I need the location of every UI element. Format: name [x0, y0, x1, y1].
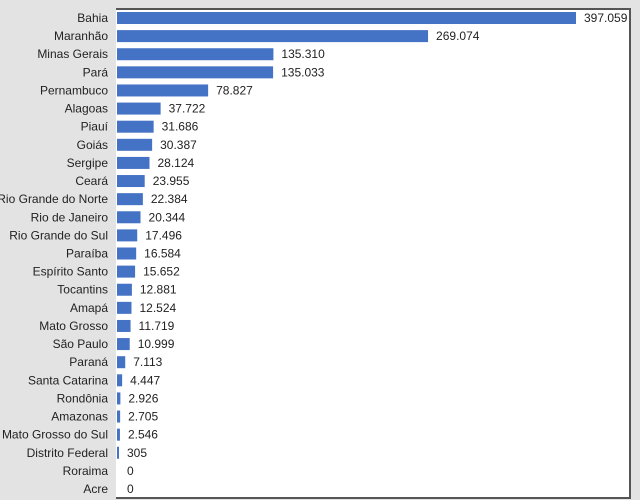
- data-label: 11.719: [139, 319, 175, 333]
- data-label: 78.827: [216, 83, 253, 97]
- category-label: Rio Grande do Norte: [0, 192, 108, 206]
- data-label: 31.686: [162, 120, 199, 134]
- category-label: Rio Grande do Sul: [9, 228, 108, 242]
- category-label: Goiás: [77, 138, 108, 152]
- data-label: 135.310: [281, 47, 325, 61]
- bar: [117, 392, 121, 405]
- category-label: Pará: [83, 65, 109, 79]
- data-label: 22.384: [151, 192, 188, 206]
- data-label: 2.926: [128, 391, 158, 405]
- data-label: 135.033: [281, 65, 325, 79]
- category-label: Amapá: [70, 301, 108, 315]
- category-label: Pernambuco: [40, 83, 108, 97]
- category-label: Distrito Federal: [27, 446, 108, 460]
- bar: [117, 211, 141, 224]
- data-label: 15.652: [143, 265, 180, 279]
- bar: [117, 120, 154, 133]
- data-label: 397.059: [584, 11, 628, 25]
- category-label: Bahia: [77, 11, 108, 25]
- bar: [117, 48, 274, 61]
- bar: [117, 193, 143, 206]
- category-label: Tocantins: [57, 283, 108, 297]
- data-label: 20.344: [149, 210, 186, 224]
- data-label: 17.496: [145, 228, 182, 242]
- data-label: 0: [127, 482, 134, 496]
- data-label: 30.387: [160, 138, 197, 152]
- category-label: Rondônia: [57, 391, 109, 405]
- category-label: São Paulo: [53, 337, 109, 351]
- category-label: Roraima: [63, 464, 109, 478]
- data-label: 2.705: [128, 410, 158, 424]
- bar: [117, 428, 120, 441]
- bar: [117, 356, 126, 369]
- data-label: 12.881: [140, 283, 177, 297]
- category-label: Santa Catarina: [28, 373, 108, 387]
- bar: [117, 229, 138, 242]
- category-label: Alagoas: [65, 102, 108, 116]
- data-label: 305: [127, 446, 147, 460]
- bar: [117, 265, 136, 278]
- bar: [117, 30, 429, 43]
- category-label: Mato Grosso: [39, 319, 108, 333]
- data-label: 23.955: [153, 174, 190, 188]
- category-label: Amazonas: [51, 410, 108, 424]
- category-label: Sergipe: [67, 156, 109, 170]
- data-label: 0: [127, 464, 134, 478]
- category-label: Maranhão: [54, 29, 108, 43]
- category-label: Piauí: [81, 120, 109, 134]
- category-label: Paraná: [69, 355, 108, 369]
- category-label: Minas Gerais: [37, 47, 108, 61]
- bar: [117, 410, 121, 423]
- category-label: Mato Grosso do Sul: [2, 428, 108, 442]
- bar: [117, 301, 132, 314]
- bar: [117, 156, 150, 169]
- data-label: 12.524: [139, 301, 176, 315]
- data-label: 4.447: [130, 373, 160, 387]
- data-label: 16.584: [144, 247, 181, 261]
- bar: [117, 374, 123, 387]
- data-label: 28.124: [158, 156, 195, 170]
- bar: [117, 283, 132, 296]
- category-label: Paraíba: [66, 247, 108, 261]
- category-label: Acre: [83, 482, 108, 496]
- bar: [117, 446, 119, 459]
- bar: [117, 84, 209, 97]
- bar: [117, 319, 131, 332]
- data-label: 269.074: [436, 29, 480, 43]
- bar: [117, 338, 130, 351]
- bar: [117, 102, 161, 115]
- bar: [117, 247, 137, 260]
- bar: [117, 175, 145, 188]
- bar: [117, 12, 576, 24]
- category-label: Rio de Janeiro: [31, 210, 109, 224]
- data-label: 37.722: [169, 102, 206, 116]
- category-label: Ceará: [75, 174, 108, 188]
- data-label: 10.999: [138, 337, 175, 351]
- data-label: 7.113: [133, 355, 162, 369]
- data-label: 2.546: [128, 428, 158, 442]
- bar: [117, 138, 153, 151]
- category-label: Espírito Santo: [33, 265, 109, 279]
- bar: [117, 66, 274, 79]
